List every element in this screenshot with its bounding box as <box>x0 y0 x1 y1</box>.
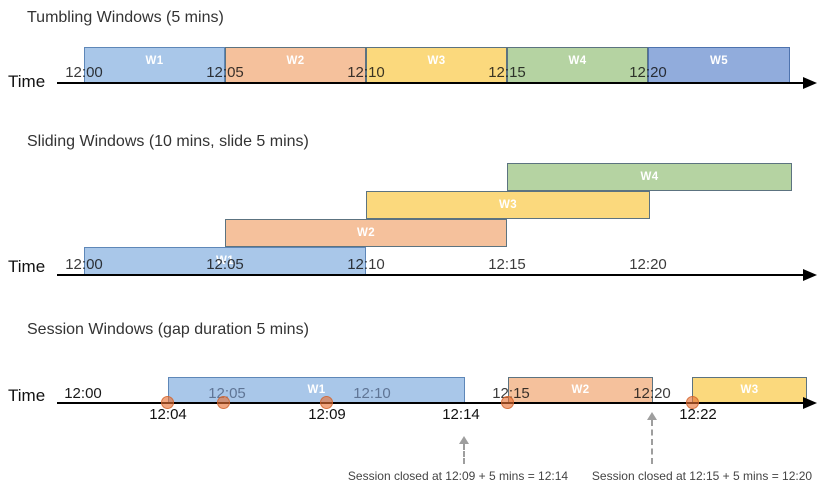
tumbling-axis-arrowhead-icon <box>803 77 817 89</box>
tick-label: 12:15 <box>488 256 526 273</box>
tumbling-axis-line <box>57 82 804 84</box>
window-label: W1 <box>145 55 164 67</box>
annotation-dashed-arrow <box>463 444 465 464</box>
window-label: W4 <box>640 171 659 183</box>
window-label: W2 <box>571 384 590 396</box>
sliding-window-w3: W3 <box>366 191 650 219</box>
tick-label: 12:05 <box>206 256 244 273</box>
tick-label: 12:10 <box>347 64 385 81</box>
annotation-dashed-arrow <box>651 420 653 464</box>
tumbling-time-axis-label: Time <box>8 72 46 91</box>
tick-label: 12:20 <box>629 256 667 273</box>
session-closed-annotation: Session closed at 12:15 + 5 mins = 12:20 <box>591 469 813 483</box>
tick-label: 12:00 <box>65 256 103 273</box>
window-label: W1 <box>215 255 235 267</box>
sliding-window-w1: W1 <box>84 247 366 275</box>
event-time-label: 12:04 <box>149 406 187 423</box>
session-window-w2: W2 <box>508 377 653 403</box>
annotation-arrowhead-icon <box>647 412 657 420</box>
sliding-time-axis-label: Time <box>8 257 46 276</box>
tick-label: 12:20 <box>629 64 667 81</box>
event-dot <box>161 396 174 409</box>
session-time-axis-label: Time <box>8 386 46 405</box>
sliding-window-w2: W2 <box>225 219 507 247</box>
window-label: W5 <box>709 55 729 67</box>
tick-label: 12:10 <box>353 385 391 402</box>
window-label: W3 <box>498 199 518 211</box>
tumbling-section-title: Tumbling Windows (5 mins) <box>27 9 224 26</box>
session-axis-line <box>57 402 804 404</box>
sliding-axis-line <box>57 274 804 276</box>
tick-label: 12:15 <box>488 64 526 81</box>
window-label: W2 <box>286 55 305 67</box>
tumbling-window-w3: W3 <box>366 47 507 83</box>
event-dot <box>501 396 514 409</box>
tumbling-window-w5: W5 <box>648 47 790 83</box>
session-closed-annotation: Session closed at 12:09 + 5 mins = 12:14 <box>347 469 569 483</box>
sliding-axis-arrowhead-icon <box>803 269 817 281</box>
tick-label: 12:00 <box>65 64 103 81</box>
sliding-window-w4: W4 <box>507 163 792 191</box>
window-label: W4 <box>568 55 587 67</box>
event-time-label: 12:22 <box>679 406 717 423</box>
window-label: W3 <box>740 384 759 396</box>
sliding-section-title: Sliding Windows (10 mins, slide 5 mins) <box>27 133 309 150</box>
session-section-title: Session Windows (gap duration 5 mins) <box>27 321 309 338</box>
window-label: W1 <box>307 384 326 396</box>
annotation-arrowhead-icon <box>459 436 469 444</box>
event-dot <box>320 396 333 409</box>
tick-label: 12:20 <box>633 385 671 402</box>
event-dot <box>686 396 699 409</box>
tick-label: 12:10 <box>347 256 385 273</box>
event-dot <box>217 396 230 409</box>
session-axis-arrowhead-icon <box>803 397 817 409</box>
tick-label: 12:00 <box>64 385 102 402</box>
window-label: W3 <box>427 55 446 67</box>
tick-label: 12:05 <box>206 64 244 81</box>
event-time-label: 12:09 <box>308 406 346 423</box>
session-window-w3: W3 <box>692 377 807 403</box>
tumbling-window-w1: W1 <box>84 47 225 83</box>
event-time-label: 12:14 <box>442 406 480 423</box>
window-label: W2 <box>356 227 376 239</box>
